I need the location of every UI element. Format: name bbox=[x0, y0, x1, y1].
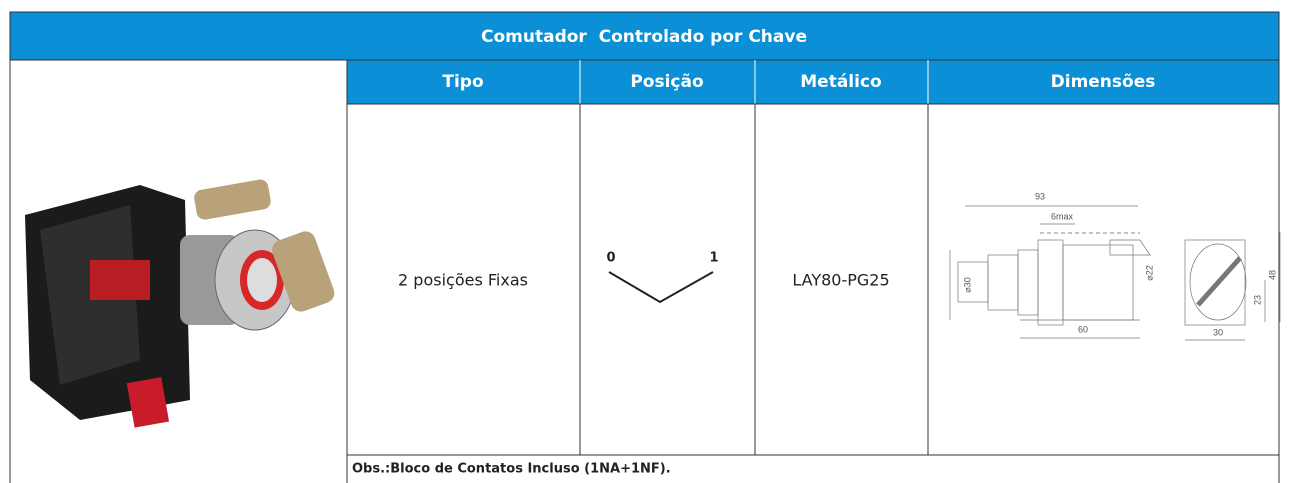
dimension-drawing bbox=[949, 205, 1281, 341]
column-header: Tipo bbox=[442, 72, 483, 92]
column-header: Posição bbox=[630, 72, 703, 92]
dimension-label: ⌀22 bbox=[1144, 265, 1154, 280]
type-text: 2 posições Fixas bbox=[398, 271, 528, 290]
position-label: 1 bbox=[709, 251, 718, 266]
dimension-label: 30 bbox=[1213, 327, 1223, 337]
position-label: 0 bbox=[606, 251, 615, 266]
product-photo bbox=[25, 179, 335, 428]
dimension-label: 48 bbox=[1267, 270, 1277, 280]
dimension-label: ⌀30 bbox=[962, 277, 972, 292]
title-bar bbox=[9, 11, 1280, 61]
dimension-label: 23 bbox=[1252, 295, 1262, 305]
table-grid bbox=[9, 59, 1280, 483]
note: Obs.:Bloco de Contatos Incluso (1NA+1NF)… bbox=[352, 462, 671, 477]
title: Comutador Controlado por Chave bbox=[481, 27, 807, 47]
column-header: Metálico bbox=[800, 72, 881, 92]
column-header: Dimensões bbox=[1051, 72, 1156, 92]
dimension-label: 6max bbox=[1051, 211, 1074, 221]
model-text: LAY80-PG25 bbox=[792, 271, 889, 290]
dimension-label: 93 bbox=[1035, 191, 1045, 201]
position-diagram bbox=[608, 271, 714, 304]
dimension-label: 60 bbox=[1078, 324, 1088, 334]
header-row bbox=[347, 60, 1279, 104]
